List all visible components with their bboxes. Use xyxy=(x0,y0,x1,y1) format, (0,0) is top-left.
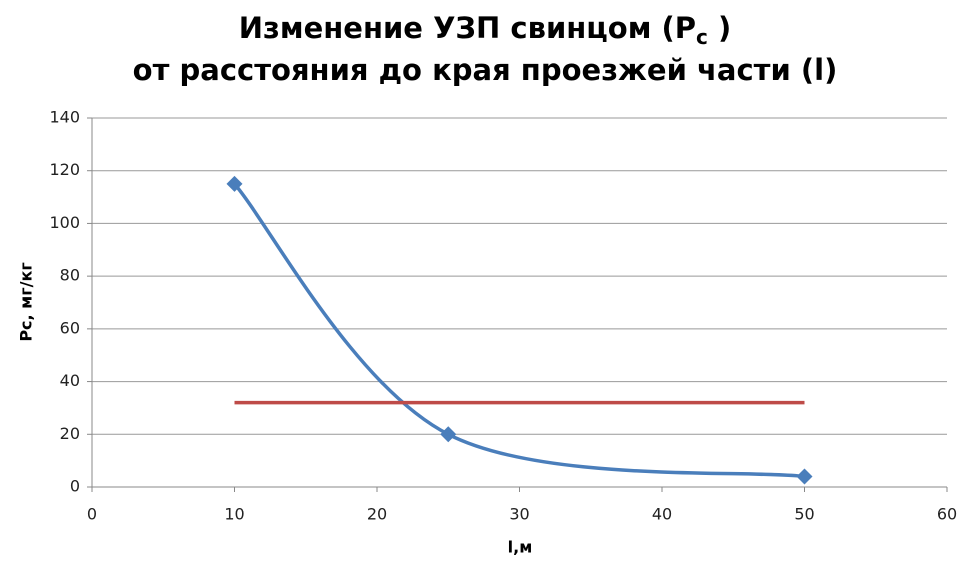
y-axis-label: Рс, мг/кг xyxy=(17,262,36,341)
x-tick-label: 50 xyxy=(794,505,814,524)
x-tick-label: 10 xyxy=(224,505,244,524)
chart-title-line1: Изменение УЗП свинцом (Pc ) xyxy=(239,11,732,49)
title-text: Изменение УЗП свинцом (P xyxy=(239,11,696,45)
y-tick-label: 100 xyxy=(49,213,80,232)
y-tick-label: 60 xyxy=(60,318,80,337)
chart-title-line2: от расстояния до края проезжей части (l) xyxy=(133,53,838,87)
x-tick-label: 20 xyxy=(367,505,387,524)
marker xyxy=(440,426,457,443)
x-tick-label: 60 xyxy=(937,505,957,524)
marker xyxy=(796,468,813,485)
y-tick-label: 120 xyxy=(49,160,80,179)
title-end: ) xyxy=(708,11,731,45)
title-subscript: c xyxy=(696,25,708,49)
x-tick-label: 30 xyxy=(509,505,529,524)
x-tick-label: 40 xyxy=(652,505,672,524)
y-tick-label: 0 xyxy=(70,477,80,496)
y-tick-label: 140 xyxy=(49,108,80,127)
y-tick-label: 20 xyxy=(60,424,80,443)
x-axis-label: l,м xyxy=(508,538,533,557)
y-tick-label: 40 xyxy=(60,371,80,390)
marker xyxy=(226,175,243,192)
x-tick-label: 0 xyxy=(87,505,97,524)
y-tick-label: 80 xyxy=(60,266,80,285)
series-line xyxy=(233,182,805,479)
